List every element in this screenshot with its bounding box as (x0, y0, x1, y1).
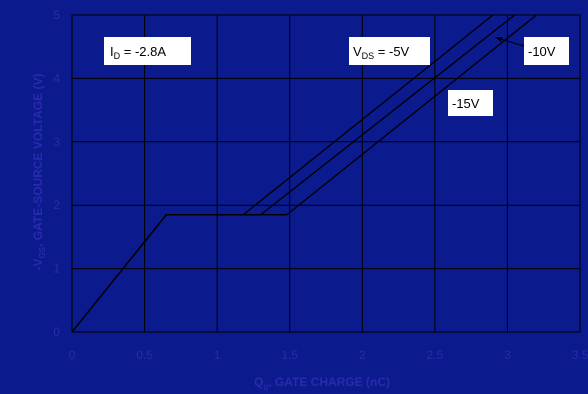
annotation-vds-sub: DS (362, 51, 375, 61)
annotation-id-main: I (110, 44, 114, 59)
x-tick-label: 0 (69, 348, 76, 362)
y-tick-label: 3 (53, 135, 60, 149)
annotation-10v: -10V (524, 37, 569, 65)
annotation-vds-rest: = -5V (374, 44, 409, 59)
annotation-vds-box (349, 37, 430, 65)
x-tick-label: 1 (214, 348, 221, 362)
y-tick-label: 5 (53, 8, 60, 22)
annotation-vds: VDS = -5V (349, 37, 430, 65)
x-tick-label: 0.5 (136, 348, 153, 362)
y-tick-label: 1 (53, 262, 60, 276)
plot-area (71, 14, 581, 333)
x-axis-title-main: Q (254, 375, 263, 389)
x-tick-label: 2.5 (427, 348, 444, 362)
y-axis-title-sub: GS (38, 246, 47, 258)
grid-lines (71, 14, 581, 333)
annotation-15v-box (448, 90, 493, 116)
x-tick-label: 1.5 (281, 348, 298, 362)
annotation-id-box (104, 37, 191, 65)
annotation-vds-text: VDS = -5V (353, 44, 410, 61)
y-axis-title: -VGS, GATE-SOURCE VOLTAGE (V) (31, 74, 47, 271)
x-tick-label: 3 (504, 348, 511, 362)
y-tick-label: 4 (53, 71, 60, 85)
annotation-10v-box (524, 37, 569, 65)
x-axis-title-sub: g (263, 382, 268, 391)
x-tick-labels: 0 0.5 1 1.5 2 2.5 3 3.5 (69, 348, 588, 362)
x-tick-label: 2 (359, 348, 366, 362)
annotation-10v-arrowhead (495, 37, 503, 42)
x-axis-title: Qg, GATE CHARGE (nC) (254, 375, 390, 391)
y-axis-title-main: -V (31, 258, 45, 270)
annotation-id: ID = -2.8A (104, 37, 191, 65)
y-axis-title-rest: , GATE-SOURCE VOLTAGE (V) (31, 74, 45, 247)
annotation-10v-text: -10V (528, 44, 556, 59)
annotation-id-text: ID = -2.8A (110, 44, 166, 61)
x-tick-label: 3.5 (572, 348, 588, 362)
y-tick-label: 2 (53, 198, 60, 212)
curves (71, 14, 537, 333)
annotation-vds-main: V (353, 44, 362, 59)
annotation-id-sub: D (114, 51, 121, 61)
annotation-id-rest: = -2.8A (120, 44, 166, 59)
y-tick-label: 0 (53, 325, 60, 339)
annotation-15v-text: -15V (452, 96, 480, 111)
annotation-15v: -15V (448, 90, 493, 116)
x-axis-title-rest: , GATE CHARGE (nC) (268, 375, 390, 389)
y-tick-labels: 0 1 2 3 4 5 (53, 8, 60, 339)
series-line (71, 14, 537, 333)
